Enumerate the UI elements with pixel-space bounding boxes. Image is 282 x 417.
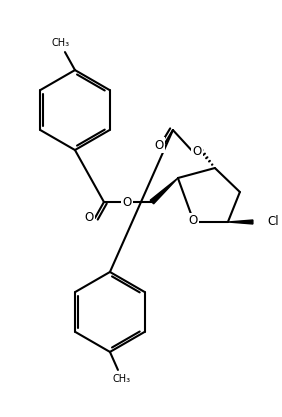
Text: CH₃: CH₃ <box>113 374 131 384</box>
Text: Cl: Cl <box>268 216 279 229</box>
Text: O: O <box>154 138 164 151</box>
Text: O: O <box>84 211 94 224</box>
Polygon shape <box>228 220 253 224</box>
Polygon shape <box>150 178 178 204</box>
Text: CH₃: CH₃ <box>52 38 70 48</box>
Text: O: O <box>122 196 132 208</box>
Text: O: O <box>188 214 197 228</box>
Text: O: O <box>192 145 202 158</box>
